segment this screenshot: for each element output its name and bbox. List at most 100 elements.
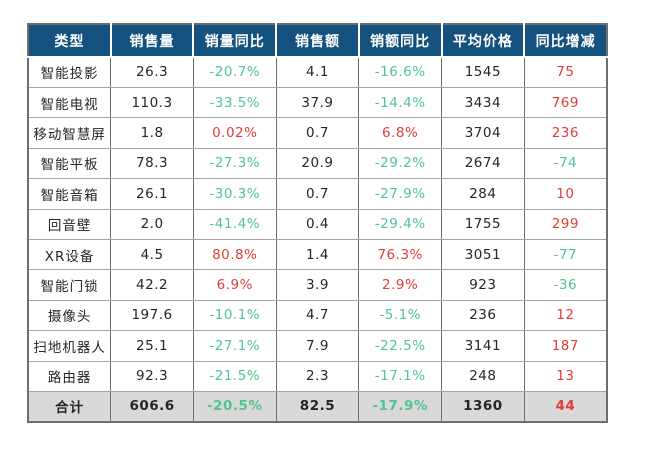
cell-type: 移动智慧屏 — [27, 117, 112, 149]
cell-yoy-change: -77 — [523, 238, 608, 271]
cell-type: 智能平板 — [27, 147, 112, 180]
cell-volume-yoy: -21.5% — [192, 360, 277, 392]
cell-yoy-change: 13 — [523, 360, 608, 392]
cell-yoy-change: 769 — [523, 86, 608, 119]
cell-avg-price: 1360 — [441, 390, 525, 423]
cell-amount-yoy: -22.5% — [358, 330, 443, 362]
cell-type: 路由器 — [27, 360, 112, 392]
cell-sales-amount: 0.4 — [275, 208, 360, 240]
header-cell-sales-amount: 销售额 — [275, 24, 360, 58]
table-row: 路由器 92.3 -21.5% 2.3 -17.1% 248 13 — [27, 360, 608, 392]
cell-amount-yoy: -29.4% — [358, 208, 443, 240]
cell-amount-yoy: -17.9% — [358, 390, 443, 423]
cell-avg-price: 248 — [441, 360, 525, 392]
cell-sales-volume: 2.0 — [110, 208, 194, 240]
cell-yoy-change: 187 — [523, 330, 608, 362]
cell-sales-amount: 0.7 — [275, 178, 360, 210]
cell-sales-amount: 1.4 — [275, 238, 360, 271]
cell-yoy-change: 299 — [523, 208, 608, 240]
cell-avg-price: 3051 — [441, 238, 525, 271]
cell-amount-yoy: -27.9% — [358, 178, 443, 210]
cell-avg-price: 236 — [441, 299, 525, 332]
cell-volume-yoy: -10.1% — [192, 299, 277, 332]
table-row: 智能投影 26.3 -20.7% 4.1 -16.6% 1545 75 — [27, 56, 608, 88]
cell-type: 合计 — [27, 390, 112, 423]
header-row: 类型 销售量 销量同比 销售额 销额同比 平均价格 同比增减 — [28, 24, 607, 58]
cell-sales-volume: 26.3 — [110, 56, 194, 88]
cell-sales-volume: 1.8 — [110, 117, 194, 149]
cell-sales-volume: 606.6 — [110, 390, 194, 423]
cell-yoy-change: 75 — [523, 56, 608, 88]
cell-volume-yoy: 0.02% — [192, 117, 277, 149]
header-cell-sales-volume: 销售量 — [109, 24, 195, 58]
cell-amount-yoy: 2.9% — [358, 269, 443, 301]
cell-type: XR设备 — [27, 238, 112, 271]
table-row: 智能平板 78.3 -27.3% 20.9 -29.2% 2674 -74 — [27, 147, 608, 180]
cell-volume-yoy: -33.5% — [192, 86, 277, 119]
cell-sales-volume: 92.3 — [110, 360, 194, 392]
cell-sales-amount: 7.9 — [275, 330, 360, 362]
cell-yoy-change: 12 — [523, 299, 608, 332]
cell-sales-volume: 78.3 — [110, 147, 194, 180]
table-row: 回音壁 2.0 -41.4% 0.4 -29.4% 1755 299 — [27, 208, 608, 240]
cell-sales-volume: 25.1 — [110, 330, 194, 362]
cell-volume-yoy: -20.5% — [192, 390, 277, 423]
header-cell-amount-yoy: 销额同比 — [357, 24, 443, 58]
cell-type: 智能电视 — [27, 86, 112, 119]
cell-sales-amount: 20.9 — [275, 147, 360, 180]
cell-avg-price: 3704 — [441, 117, 525, 149]
cell-sales-amount: 2.3 — [275, 360, 360, 392]
cell-avg-price: 923 — [441, 269, 525, 301]
cell-sales-amount: 4.1 — [275, 56, 360, 88]
table-row: 智能门锁 42.2 6.9% 3.9 2.9% 923 -36 — [27, 269, 608, 301]
cell-amount-yoy: 6.8% — [358, 117, 443, 149]
cell-yoy-change: 44 — [523, 390, 608, 423]
cell-volume-yoy: -41.4% — [192, 208, 277, 240]
cell-type: 摄像头 — [27, 299, 112, 332]
cell-amount-yoy: -16.6% — [358, 56, 443, 88]
cell-sales-amount: 0.7 — [275, 117, 360, 149]
cell-sales-volume: 42.2 — [110, 269, 194, 301]
header-cell-type: 类型 — [28, 24, 112, 58]
table-row: 扫地机器人 25.1 -27.1% 7.9 -22.5% 3141 187 — [27, 330, 608, 362]
cell-amount-yoy: -5.1% — [358, 299, 443, 332]
cell-sales-amount: 37.9 — [275, 86, 360, 119]
total-row: 合计 606.6 -20.5% 82.5 -17.9% 1360 44 — [27, 390, 608, 423]
cell-sales-amount: 4.7 — [275, 299, 360, 332]
cell-avg-price: 1755 — [441, 208, 525, 240]
cell-amount-yoy: 76.3% — [358, 238, 443, 271]
cell-amount-yoy: -14.4% — [358, 86, 443, 119]
cell-type: 智能音箱 — [27, 178, 112, 210]
cell-yoy-change: 10 — [523, 178, 608, 210]
table-body: 智能投影 26.3 -20.7% 4.1 -16.6% 1545 75 智能电视 110.3 -3… — [27, 56, 608, 423]
cell-sales-volume: 26.1 — [110, 178, 194, 210]
header-cell-yoy-change: 同比增减 — [523, 24, 607, 58]
cell-type: 智能门锁 — [27, 269, 112, 301]
cell-amount-yoy: -29.2% — [358, 147, 443, 180]
sales-data-table: 类型 销售量 销量同比 销售额 销额同比 平均价格 同比增减 智能投影 26.3-… — [27, 23, 608, 423]
table-row: XR设备 4.5 80.8% 1.4 76.3% 3051 -77 — [27, 238, 608, 271]
header-cell-volume-yoy: 销量同比 — [192, 24, 278, 58]
cell-volume-yoy: 6.9% — [192, 269, 277, 301]
table-row: 摄像头 197.6 -10.1% 4.7 -5.1% 236 12 — [27, 299, 608, 332]
cell-volume-yoy: -20.7% — [192, 56, 277, 88]
cell-volume-yoy: 80.8% — [192, 238, 277, 271]
cell-avg-price: 1545 — [441, 56, 525, 88]
cell-volume-yoy: -27.1% — [192, 330, 277, 362]
cell-yoy-change: -36 — [523, 269, 608, 301]
cell-avg-price: 3141 — [441, 330, 525, 362]
cell-avg-price: 3434 — [441, 86, 525, 119]
table-row: 智能音箱 26.1 -30.3% 0.7 -27.9% 284 10 — [27, 178, 608, 210]
cell-amount-yoy: -17.1% — [358, 360, 443, 392]
table-row: 智能电视 110.3 -33.5% 37.9 -14.4% 3434 769 — [27, 86, 608, 119]
cell-avg-price: 284 — [441, 178, 525, 210]
cell-volume-yoy: -27.3% — [192, 147, 277, 180]
cell-sales-amount: 82.5 — [275, 390, 360, 423]
cell-type: 回音壁 — [27, 208, 112, 240]
cell-sales-volume: 110.3 — [110, 86, 194, 119]
cell-volume-yoy: -30.3% — [192, 178, 277, 210]
cell-sales-volume: 197.6 — [110, 299, 194, 332]
cell-avg-price: 2674 — [441, 147, 525, 180]
cell-sales-amount: 3.9 — [275, 269, 360, 301]
